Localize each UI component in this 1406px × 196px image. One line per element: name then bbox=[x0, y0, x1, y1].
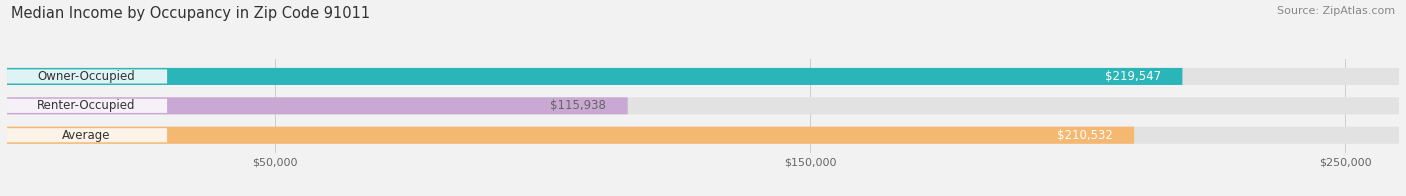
FancyBboxPatch shape bbox=[7, 97, 1399, 114]
FancyBboxPatch shape bbox=[7, 128, 167, 142]
FancyBboxPatch shape bbox=[7, 99, 167, 113]
Text: $219,547: $219,547 bbox=[1105, 70, 1161, 83]
FancyBboxPatch shape bbox=[7, 97, 627, 114]
Text: Renter-Occupied: Renter-Occupied bbox=[37, 99, 135, 112]
FancyBboxPatch shape bbox=[7, 69, 167, 83]
FancyBboxPatch shape bbox=[7, 68, 1399, 85]
Text: Source: ZipAtlas.com: Source: ZipAtlas.com bbox=[1277, 6, 1395, 16]
Text: Owner-Occupied: Owner-Occupied bbox=[38, 70, 135, 83]
Text: Median Income by Occupancy in Zip Code 91011: Median Income by Occupancy in Zip Code 9… bbox=[11, 6, 370, 21]
FancyBboxPatch shape bbox=[7, 68, 1182, 85]
Text: $115,938: $115,938 bbox=[550, 99, 606, 112]
FancyBboxPatch shape bbox=[7, 127, 1135, 144]
Text: $210,532: $210,532 bbox=[1057, 129, 1112, 142]
FancyBboxPatch shape bbox=[7, 127, 1399, 144]
Text: Average: Average bbox=[62, 129, 111, 142]
